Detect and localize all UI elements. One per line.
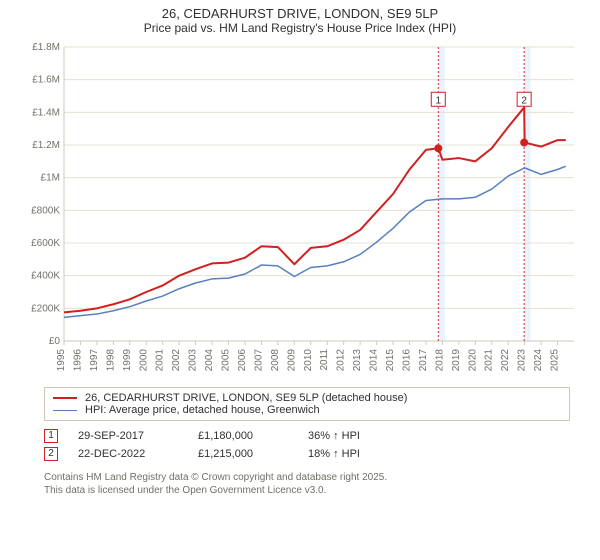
footer-attribution: Contains HM Land Registry data © Crown c… (44, 471, 570, 497)
svg-text:£0: £0 (49, 336, 61, 347)
svg-text:£1.4M: £1.4M (32, 107, 60, 118)
svg-text:2013: 2013 (352, 349, 363, 372)
chart-title-block: 26, CEDARHURST DRIVE, LONDON, SE9 5LP Pr… (0, 0, 600, 37)
legend-swatch-price-paid (53, 397, 77, 399)
svg-text:£1M: £1M (41, 173, 60, 184)
svg-text:1: 1 (435, 95, 441, 106)
svg-text:£200K: £200K (31, 303, 60, 314)
legend-item-hpi: HPI: Average price, detached house, Gree… (53, 404, 561, 416)
svg-text:£600K: £600K (31, 238, 60, 249)
transaction-row: 2 22-DEC-2022 £1,215,000 18% ↑ HPI (44, 447, 570, 461)
chart-title-line2: Price paid vs. HM Land Registry's House … (0, 21, 600, 35)
svg-text:2: 2 (521, 95, 527, 106)
footer-line2: This data is licensed under the Open Gov… (44, 484, 570, 497)
transaction-date: 29-SEP-2017 (78, 430, 178, 442)
legend-label-price-paid: 26, CEDARHURST DRIVE, LONDON, SE9 5LP (d… (85, 392, 407, 404)
svg-text:2012: 2012 (336, 349, 347, 372)
svg-text:1998: 1998 (105, 349, 116, 372)
transaction-price: £1,180,000 (198, 430, 288, 442)
svg-text:2010: 2010 (303, 349, 314, 372)
svg-text:2005: 2005 (221, 349, 232, 372)
svg-text:2009: 2009 (286, 349, 297, 372)
svg-text:2023: 2023 (517, 349, 528, 372)
svg-text:2024: 2024 (533, 349, 544, 372)
svg-text:2007: 2007 (253, 349, 264, 372)
svg-text:1996: 1996 (72, 349, 83, 372)
legend-label-hpi: HPI: Average price, detached house, Gree… (85, 404, 320, 416)
legend-swatch-hpi (53, 410, 77, 411)
transaction-pct-vs-hpi: 36% ↑ HPI (308, 430, 418, 442)
legend-item-price-paid: 26, CEDARHURST DRIVE, LONDON, SE9 5LP (d… (53, 392, 561, 404)
svg-text:£1.6M: £1.6M (32, 75, 60, 86)
svg-text:£1.2M: £1.2M (32, 140, 60, 151)
transaction-price: £1,215,000 (198, 448, 288, 460)
svg-text:2021: 2021 (484, 349, 495, 372)
transaction-marker-2: 2 (44, 447, 58, 461)
price-chart: £0 £200K £400K £600K £800K £1M £1.2M £1.4M £1.6M… (20, 41, 580, 381)
svg-text:1997: 1997 (89, 349, 100, 372)
transactions-table: 1 29-SEP-2017 £1,180,000 36% ↑ HPI 2 22-… (44, 429, 570, 461)
transaction-row: 1 29-SEP-2017 £1,180,000 36% ↑ HPI (44, 429, 570, 443)
svg-text:£1.8M: £1.8M (32, 42, 60, 53)
svg-text:2004: 2004 (204, 349, 215, 372)
svg-text:£400K: £400K (31, 271, 60, 282)
svg-text:2008: 2008 (270, 349, 281, 372)
footer-line1: Contains HM Land Registry data © Crown c… (44, 471, 570, 484)
svg-text:2001: 2001 (155, 349, 166, 372)
svg-text:2019: 2019 (451, 349, 462, 372)
svg-text:2018: 2018 (434, 349, 445, 372)
svg-text:2014: 2014 (369, 349, 380, 372)
svg-text:2011: 2011 (319, 349, 330, 371)
svg-text:2017: 2017 (418, 349, 429, 372)
svg-text:1999: 1999 (122, 349, 133, 372)
svg-text:2000: 2000 (138, 349, 149, 372)
svg-text:2003: 2003 (188, 349, 199, 372)
svg-text:£800K: £800K (31, 205, 60, 216)
svg-text:2006: 2006 (237, 349, 248, 372)
chart-title-line1: 26, CEDARHURST DRIVE, LONDON, SE9 5LP (0, 6, 600, 21)
svg-text:2022: 2022 (500, 349, 511, 372)
transaction-marker-1: 1 (44, 429, 58, 443)
svg-text:2025: 2025 (550, 349, 561, 372)
transaction-pct-vs-hpi: 18% ↑ HPI (308, 448, 418, 460)
legend: 26, CEDARHURST DRIVE, LONDON, SE9 5LP (d… (44, 387, 570, 421)
transaction-date: 22-DEC-2022 (78, 448, 178, 460)
chart-svg: £0 £200K £400K £600K £800K £1M £1.2M £1.4M £1.6M… (20, 41, 580, 381)
svg-text:2020: 2020 (467, 349, 478, 372)
svg-text:2016: 2016 (401, 349, 412, 372)
svg-text:2002: 2002 (171, 349, 182, 372)
svg-text:2015: 2015 (385, 349, 396, 372)
svg-text:1995: 1995 (56, 349, 67, 372)
